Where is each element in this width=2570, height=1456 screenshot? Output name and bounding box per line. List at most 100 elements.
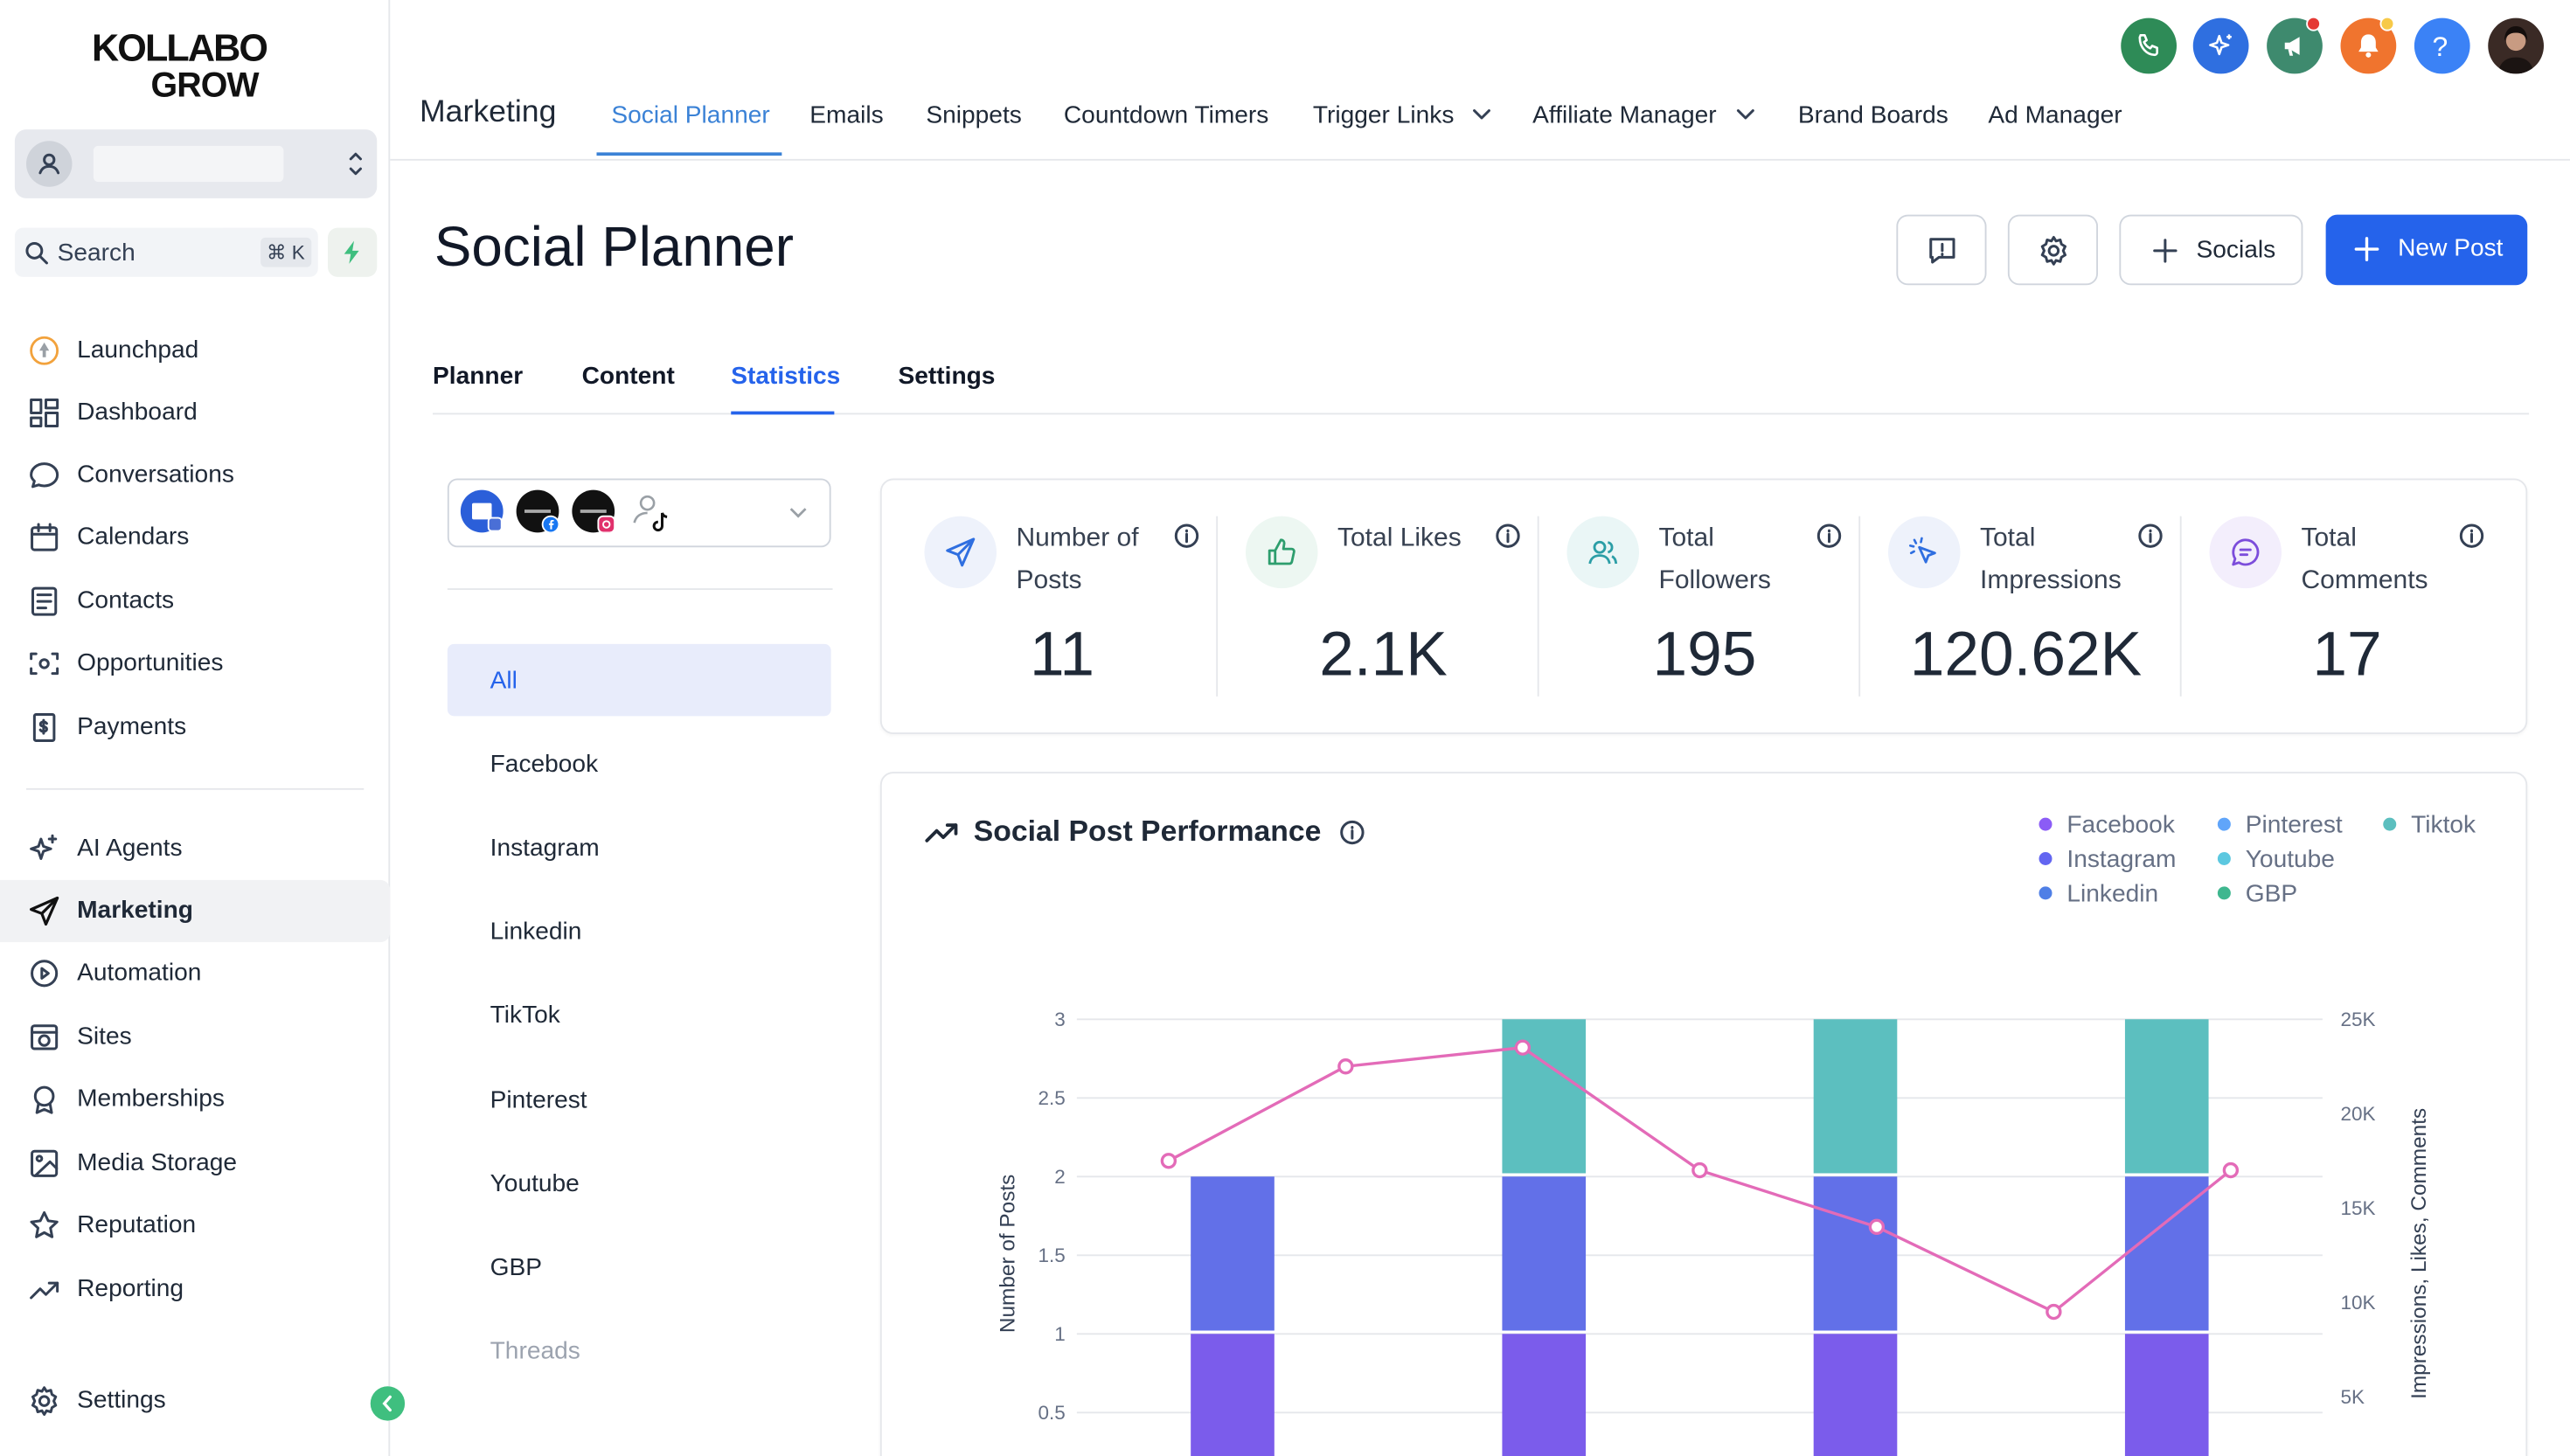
tab-social-planner[interactable]: Social Planner (611, 101, 770, 130)
ai-assistant-button[interactable] (2192, 17, 2249, 74)
user-icon (38, 153, 60, 175)
legend-item-instagram[interactable]: Instagram (2039, 845, 2177, 874)
filter-instagram[interactable]: Instagram (448, 811, 831, 884)
legend-item-linkedin[interactable]: Linkedin (2039, 880, 2158, 908)
legend-swatch (2039, 817, 2053, 831)
legend-item-tiktok[interactable]: Tiktok (2383, 811, 2476, 839)
sidebar-item-media-storage[interactable]: Media Storage (0, 1133, 390, 1195)
legend-label: Instagram (2066, 845, 2177, 874)
collapse-sidebar-button[interactable] (370, 1386, 406, 1421)
subtab-statistics[interactable]: Statistics (731, 362, 841, 391)
sidebar-item-contacts[interactable]: Contacts (0, 571, 390, 633)
announcements-button[interactable] (2267, 16, 2323, 74)
sidebar-item-dashboard[interactable]: Dashboard (0, 382, 390, 444)
lightning-icon (344, 240, 359, 264)
feedback-button[interactable] (1896, 214, 1987, 286)
sidebar-item-sites[interactable]: Sites (0, 1006, 390, 1068)
sidebar-item-payments[interactable]: Payments (0, 697, 390, 759)
y-tick-label: 0.5 (1038, 1402, 1065, 1424)
search-bar[interactable]: Search ⌘ K (14, 227, 318, 277)
sidebar-divider (26, 787, 365, 790)
sidebar-item-ai-agents[interactable]: AI Agents (0, 818, 390, 880)
bar-segment-instagram (2124, 1176, 2209, 1331)
stat-divider (1537, 516, 1539, 697)
subtab-settings[interactable]: Settings (898, 362, 996, 391)
sidebar-item-label: Calendars (77, 523, 190, 551)
new-post-button[interactable]: New Post (2325, 214, 2528, 286)
phone-button[interactable] (2121, 17, 2177, 74)
bar-segment-tiktok (2124, 1019, 2209, 1174)
stat-value: 120.62K (1909, 621, 2143, 690)
logo-text: KOLLABO (92, 26, 268, 69)
stat-divider (2179, 516, 2182, 697)
add-socials-button[interactable]: Socials (2119, 214, 2303, 286)
legend-item-gbp[interactable]: GBP (2217, 880, 2297, 908)
help-button[interactable]: ? (2414, 17, 2470, 74)
account-avatar-instagram (572, 489, 615, 533)
subtab-content[interactable]: Content (581, 362, 675, 391)
stat-name: Total Followers (1658, 524, 1771, 595)
filter-linkedin[interactable]: Linkedin (448, 895, 831, 967)
tab-brand-boards[interactable]: Brand Boards (1797, 101, 1948, 130)
star-icon (30, 1211, 59, 1238)
sidebar-item-launchpad[interactable]: Launchpad (0, 320, 390, 382)
top-navigation: Marketing Social Planner Emails Snippets… (390, 0, 2570, 161)
subtab-planner[interactable]: Planner (433, 362, 524, 391)
filter-youtube[interactable]: Youtube (448, 1147, 831, 1220)
sidebar-item-reporting[interactable]: Reporting (0, 1258, 390, 1321)
bar-segment-instagram (1813, 1176, 1898, 1331)
award-icon (33, 1085, 55, 1114)
impressions-point (1691, 1161, 1708, 1179)
legend-item-facebook[interactable]: Facebook (2039, 811, 2175, 839)
sidebar-item-memberships[interactable]: Memberships (0, 1069, 390, 1131)
sidebar-item-calendars[interactable]: Calendars (0, 506, 390, 568)
tab-trigger-links[interactable]: Trigger Links (1312, 101, 1455, 130)
tab-snippets[interactable]: Snippets (926, 101, 1022, 130)
sidebar-item-label: Sites (77, 1023, 132, 1050)
trend-up-icon (925, 823, 958, 842)
user-avatar[interactable] (2488, 17, 2544, 74)
sidebar-item-settings[interactable]: Settings (0, 1370, 390, 1432)
account-selector[interactable] (447, 478, 831, 548)
legend-swatch (2039, 886, 2053, 900)
filter-gbp[interactable]: GBP (448, 1231, 831, 1303)
sidebar: KOLLABO GROW Search ⌘ K Launchpad Dashbo… (0, 0, 406, 1456)
bar-segment-facebook (1502, 1334, 1587, 1456)
legend-item-youtube[interactable]: Youtube (2217, 845, 2335, 874)
y-tick-label: 1.5 (1038, 1245, 1065, 1266)
users-icon (1588, 540, 1618, 565)
active-tab-indicator (596, 152, 782, 156)
quick-action-button[interactable] (328, 227, 378, 277)
bell-icon (2358, 34, 2379, 58)
legend-item-pinterest[interactable]: Pinterest (2217, 811, 2343, 839)
legend-label: Tiktok (2411, 811, 2476, 839)
filter-all[interactable]: All (447, 643, 831, 717)
info-icon (1816, 523, 1842, 548)
tab-countdown-timers[interactable]: Countdown Timers (1063, 101, 1269, 130)
sidebar-item-opportunities[interactable]: Opportunities (0, 633, 390, 695)
tab-ad-manager[interactable]: Ad Manager (1988, 101, 2122, 130)
filter-pinterest[interactable]: Pinterest (448, 1064, 831, 1136)
settings-button[interactable] (2007, 214, 2098, 286)
y2-tick-label: 25K (2341, 1009, 2376, 1030)
y2-tick-label: 15K (2341, 1197, 2376, 1219)
sidebar-item-reputation[interactable]: Reputation (0, 1195, 390, 1257)
sidebar-item-marketing[interactable]: Marketing (0, 879, 391, 943)
stat-icon-wrap (1566, 516, 1639, 589)
sidebar-item-conversations[interactable]: Conversations (0, 444, 390, 506)
legend-label: Pinterest (2245, 811, 2343, 839)
tab-affiliate-manager[interactable]: Affiliate Manager (1532, 101, 1717, 130)
sidebar-item-automation[interactable]: Automation (0, 942, 390, 1004)
notifications-button[interactable] (2340, 16, 2397, 74)
stat-total-impressions: Total Impressions 120.62K (1845, 480, 2167, 734)
bar-segment-facebook (1813, 1334, 1898, 1456)
avatar-photo (2497, 26, 2534, 74)
filter-facebook[interactable]: Facebook (448, 728, 831, 801)
tab-emails[interactable]: Emails (809, 101, 884, 130)
stat-total-likes: Total Likes 2.1K (1203, 480, 1525, 734)
filter-tiktok[interactable]: TikTok (448, 978, 831, 1050)
account-switcher[interactable] (14, 129, 378, 198)
impressions-point (2046, 1303, 2062, 1321)
legend-label: Youtube (2245, 845, 2335, 874)
